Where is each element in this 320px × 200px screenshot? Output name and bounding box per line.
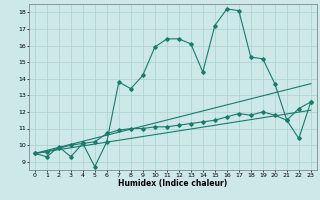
X-axis label: Humidex (Indice chaleur): Humidex (Indice chaleur) — [118, 179, 228, 188]
